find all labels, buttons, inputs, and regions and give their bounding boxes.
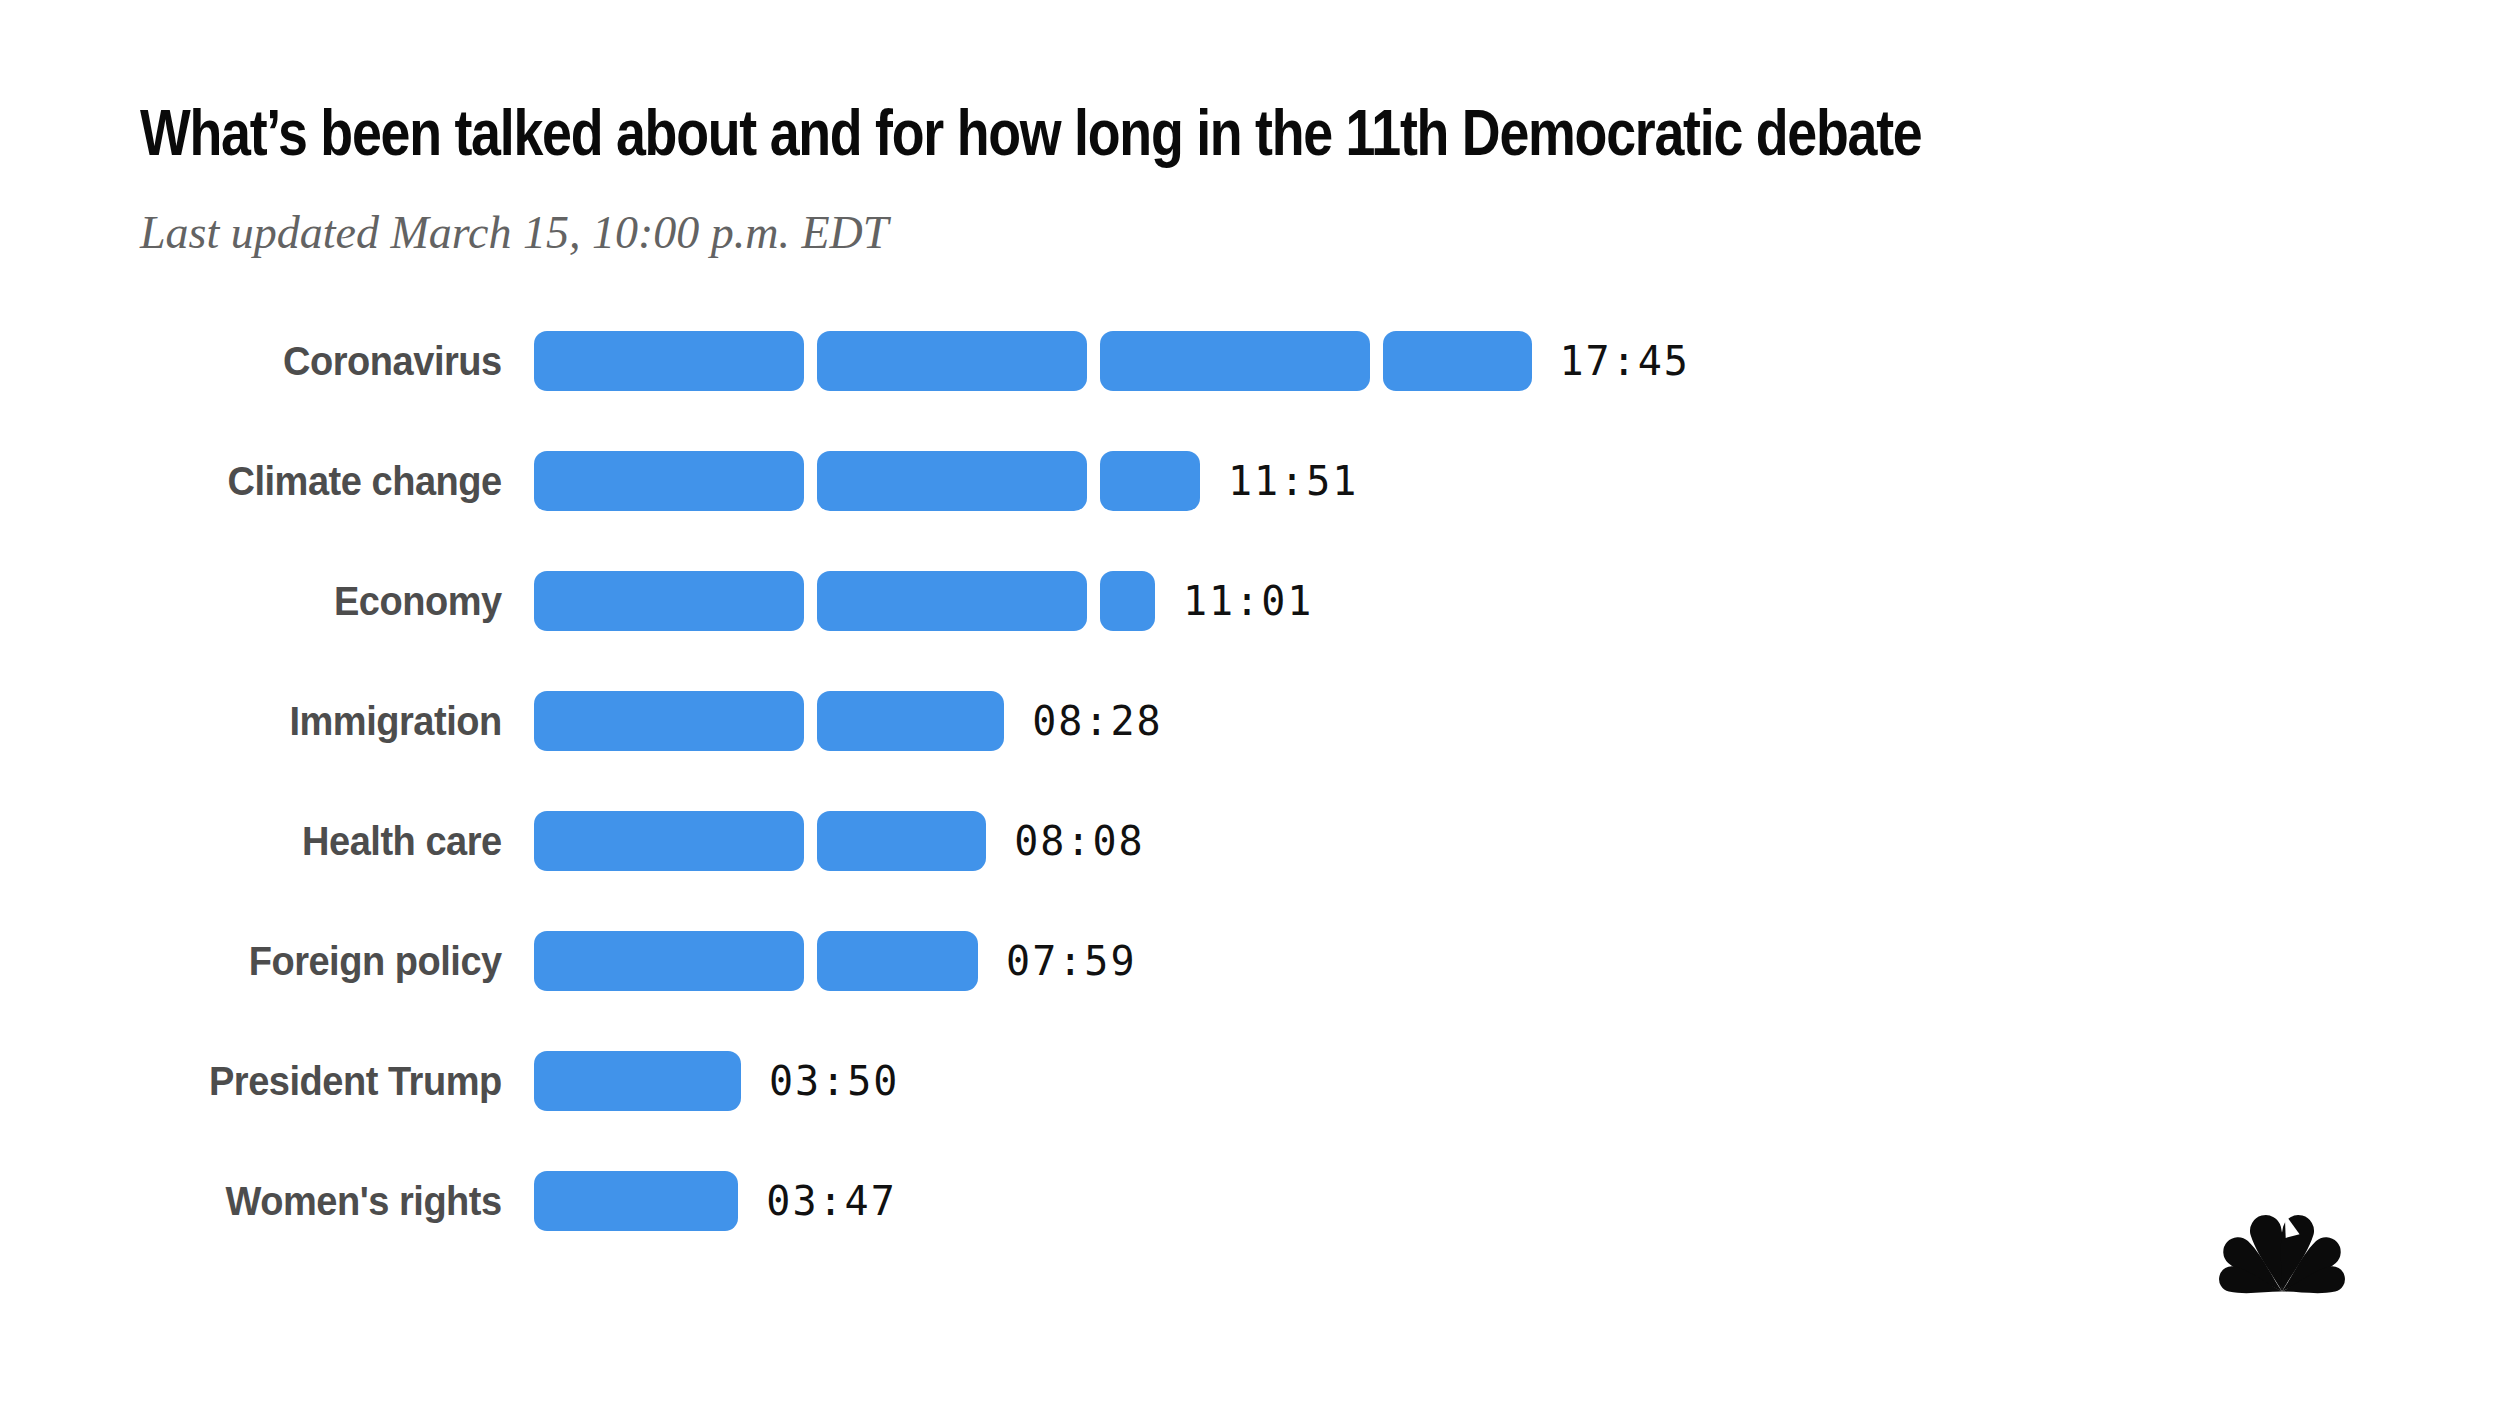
bar-segment bbox=[817, 691, 1004, 751]
chart-row: Women's rights 03:47 bbox=[140, 1141, 2380, 1261]
bar-segment bbox=[817, 451, 1087, 511]
chart-row: Immigration 08:28 bbox=[140, 661, 2380, 781]
duration-value: 17:45 bbox=[1560, 338, 1690, 384]
duration-value: 03:50 bbox=[769, 1058, 899, 1104]
duration-bar bbox=[534, 1051, 741, 1111]
duration-bar bbox=[534, 691, 1004, 751]
bar-segment bbox=[534, 811, 804, 871]
category-label: Foreign policy bbox=[160, 939, 534, 984]
bar-segment bbox=[534, 571, 804, 631]
category-label: Immigration bbox=[160, 699, 534, 744]
duration-bar bbox=[534, 811, 986, 871]
nbc-peacock-logo bbox=[2208, 1202, 2356, 1296]
chart-row: Health care 08:08 bbox=[140, 781, 2380, 901]
duration-value: 08:08 bbox=[1014, 818, 1144, 864]
duration-value: 11:01 bbox=[1183, 578, 1313, 624]
category-label: Climate change bbox=[160, 459, 534, 504]
bar-segment bbox=[817, 811, 986, 871]
category-label: Health care bbox=[160, 819, 534, 864]
bar-segment bbox=[1383, 331, 1532, 391]
duration-bar bbox=[534, 571, 1155, 631]
category-label: Economy bbox=[160, 579, 534, 624]
duration-value: 08:28 bbox=[1032, 698, 1162, 744]
bar-segment bbox=[534, 331, 804, 391]
duration-bar bbox=[534, 931, 978, 991]
bar-segment bbox=[1100, 451, 1200, 511]
chart-row: Coronavirus 17:45 bbox=[140, 301, 2380, 421]
chart-row: President Trump 03:50 bbox=[140, 1021, 2380, 1141]
bar-segment bbox=[1100, 331, 1370, 391]
bar-segment bbox=[534, 451, 804, 511]
duration-value: 03:47 bbox=[766, 1178, 896, 1224]
duration-bar bbox=[534, 331, 1532, 391]
category-label: Women's rights bbox=[160, 1179, 534, 1224]
category-label: President Trump bbox=[160, 1059, 534, 1104]
bar-segment bbox=[817, 331, 1087, 391]
bar-segment bbox=[1100, 571, 1155, 631]
duration-value: 07:59 bbox=[1006, 938, 1136, 984]
chart-row: Foreign policy 07:59 bbox=[140, 901, 2380, 1021]
bar-segment bbox=[534, 691, 804, 751]
category-label: Coronavirus bbox=[160, 339, 534, 384]
duration-value: 11:51 bbox=[1228, 458, 1358, 504]
last-updated-note: Last updated March 15, 10:00 p.m. EDT bbox=[140, 206, 888, 259]
duration-bar bbox=[534, 451, 1200, 511]
bar-segment bbox=[817, 571, 1087, 631]
bar-segment bbox=[817, 931, 978, 991]
bar-segment bbox=[534, 1051, 741, 1111]
chart: Coronavirus 17:45 Climate change 11:51 Econo… bbox=[140, 301, 2380, 1261]
duration-bar bbox=[534, 1171, 738, 1231]
bar-segment bbox=[534, 931, 804, 991]
bar-segment bbox=[534, 1171, 738, 1231]
chart-row: Climate change 11:51 bbox=[140, 421, 2380, 541]
page-title: What’s been talked about and for how lon… bbox=[140, 96, 1921, 170]
chart-row: Economy 11:01 bbox=[140, 541, 2380, 661]
